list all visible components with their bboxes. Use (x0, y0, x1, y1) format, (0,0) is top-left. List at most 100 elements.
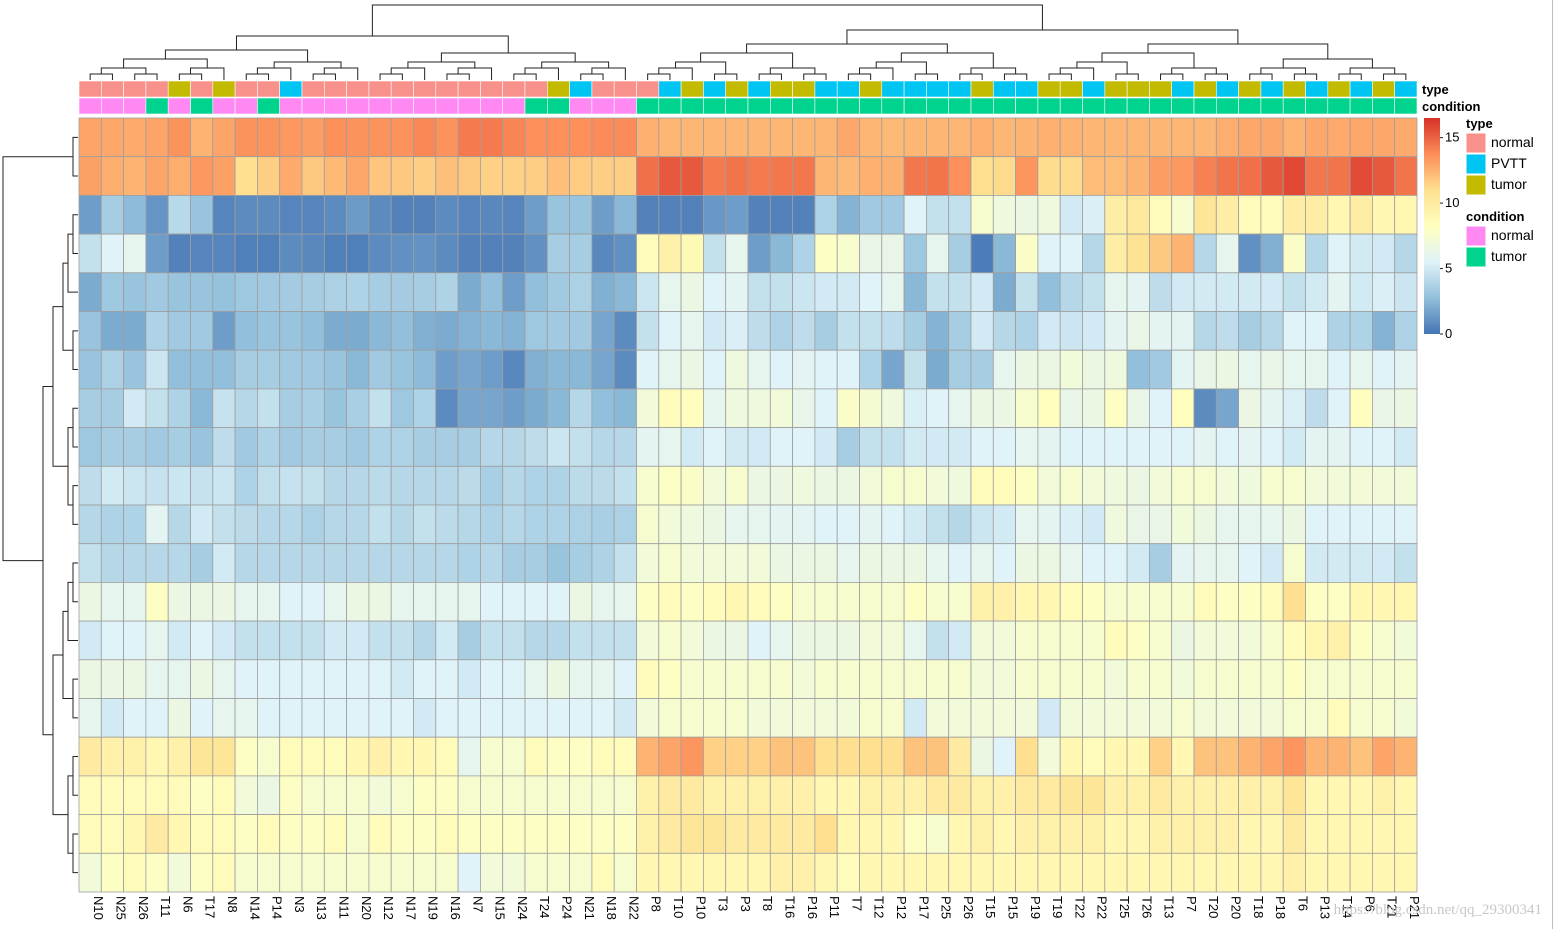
heatmap-cell (1126, 272, 1150, 312)
heatmap-cell (1238, 543, 1262, 583)
heatmap-cell (836, 504, 860, 545)
heatmap-cell (1394, 311, 1418, 351)
heatmap-cell (123, 620, 147, 661)
column-label: T14 (1340, 896, 1355, 918)
heatmap-cell (881, 388, 905, 428)
heatmap-cell (1082, 852, 1106, 893)
heatmap-cell (323, 543, 347, 583)
column-label: P16 (805, 896, 820, 919)
heatmap-cell (814, 775, 838, 816)
heatmap-cell (747, 698, 771, 738)
heatmap-cell (1394, 620, 1418, 661)
heatmap-cell (725, 427, 749, 467)
heatmap-cell (792, 698, 816, 738)
heatmap-cell (78, 582, 102, 622)
heatmap-cell (903, 582, 927, 622)
heatmap-cell (636, 659, 660, 699)
heatmap-cell (1372, 775, 1396, 816)
heatmap-cell (546, 349, 570, 390)
heatmap-cell (881, 504, 905, 545)
heatmap-cell (502, 465, 526, 506)
heatmap-cell (569, 194, 593, 235)
heatmap-cell (613, 349, 637, 390)
annotation-condition-cell (524, 97, 548, 115)
column-dendrogram-branch (1003, 73, 1028, 80)
annotation-type-cell (323, 80, 347, 98)
heatmap-cell (100, 852, 125, 893)
column-label: T21 (1385, 896, 1400, 918)
heatmap-cell (1059, 698, 1083, 738)
heatmap-cell (212, 465, 236, 506)
heatmap-cell (167, 272, 191, 312)
heatmap-cell (390, 117, 414, 158)
heatmap-cell (1015, 349, 1039, 390)
heatmap-cell (1238, 194, 1262, 235)
heatmap-cell (680, 736, 704, 777)
column-label: N11 (336, 896, 351, 919)
heatmap-cell (323, 156, 347, 196)
heatmap-cell (926, 620, 950, 661)
heatmap-cell (256, 465, 281, 506)
heatmap-cell (234, 504, 258, 545)
heatmap-cell (703, 117, 727, 158)
heatmap-cell (1193, 814, 1217, 854)
column-label: N12 (381, 896, 396, 920)
heatmap-cell (814, 156, 838, 196)
heatmap-cell (1215, 311, 1240, 351)
heatmap-cell (190, 388, 214, 428)
annotation-condition-cell (1171, 97, 1195, 115)
heatmap-cell (792, 543, 816, 583)
heatmap-cell (1260, 388, 1284, 428)
column-dendrogram-branch (1349, 67, 1396, 74)
heatmap-cell (814, 504, 838, 545)
heatmap-cell (1372, 814, 1396, 854)
heatmap-cell (792, 156, 816, 196)
heatmap-cell (1149, 311, 1173, 351)
heatmap-cell (323, 698, 347, 738)
heatmap-cell (502, 504, 526, 545)
heatmap-cell (368, 775, 392, 816)
heatmap-cell (591, 504, 615, 545)
heatmap-cell (502, 775, 526, 816)
heatmap-cell (78, 117, 102, 158)
heatmap-cell (613, 427, 637, 467)
heatmap-cell (323, 814, 347, 854)
column-dendrogram-branch (89, 73, 113, 80)
heatmap-cell (948, 388, 972, 428)
heatmap-cell (1238, 465, 1262, 506)
heatmap-cell (1349, 388, 1373, 428)
heatmap-cell (725, 543, 749, 583)
heatmap-cell (279, 311, 303, 351)
heatmap-cell (881, 194, 905, 235)
heatmap-cell (301, 698, 325, 738)
heatmap-cell (167, 775, 191, 816)
annotation-type-cell (1282, 80, 1306, 98)
heatmap-cell (145, 311, 169, 351)
heatmap-cell (390, 233, 414, 274)
heatmap-cell (636, 388, 660, 428)
heatmap-cell (145, 659, 169, 699)
heatmap-cell (703, 233, 727, 274)
heatmap-cell (1059, 272, 1083, 312)
column-dendrogram-branch (100, 67, 147, 74)
heatmap-cell (145, 388, 169, 428)
heatmap-cell (435, 620, 459, 661)
heatmap-cell (1260, 814, 1284, 854)
heatmap-cell (524, 659, 548, 699)
heatmap-cell (301, 272, 325, 312)
heatmap-cell (1015, 775, 1039, 816)
heatmap-cell (703, 775, 727, 816)
annotation-condition-cell (234, 97, 258, 115)
heatmap-cell (1349, 117, 1373, 158)
heatmap-cell (792, 775, 816, 816)
heatmap-cell (301, 427, 325, 467)
legend-condition-swatch (1465, 246, 1487, 268)
heatmap-cell (323, 465, 347, 506)
heatmap-cell (1349, 543, 1373, 583)
heatmap-cell (413, 349, 437, 390)
heatmap-cell (1126, 388, 1150, 428)
annotation-type-cell (234, 80, 258, 98)
heatmap-cell (346, 427, 370, 467)
heatmap-cell (1149, 427, 1173, 467)
heatmap-cell (1282, 620, 1306, 661)
